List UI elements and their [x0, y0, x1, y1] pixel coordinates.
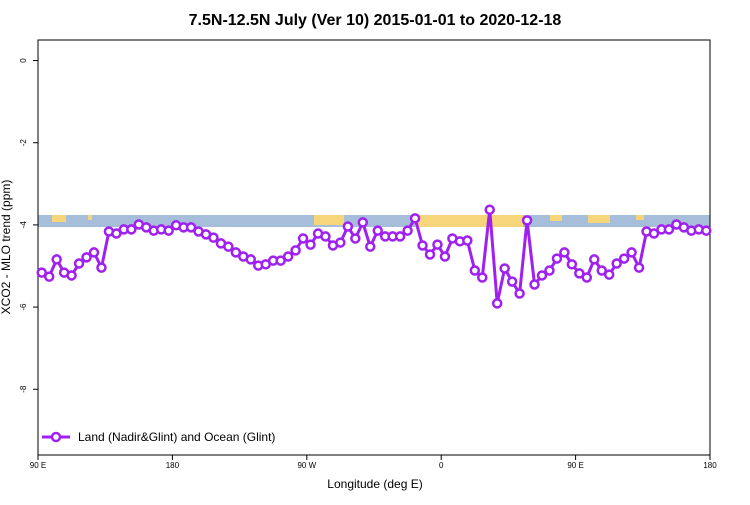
data-point	[462, 235, 473, 246]
data-point	[96, 262, 107, 273]
data-point	[402, 225, 413, 236]
data-point	[409, 213, 421, 224]
y-tick-label: -2	[19, 139, 28, 147]
legend-label: Land (Nadir&Glint) and Ocean (Glint)	[78, 430, 275, 444]
data-point	[51, 254, 62, 265]
data-point	[596, 265, 607, 276]
land-patch	[415, 215, 523, 227]
data-point	[350, 233, 361, 244]
plot-frame	[37, 39, 711, 456]
data-point	[633, 262, 645, 273]
x-axis-label: Longitude (deg E)	[327, 477, 422, 491]
data-point	[432, 239, 443, 250]
data-point	[611, 258, 622, 269]
data-point	[491, 298, 503, 309]
y-tick-label: 0	[19, 58, 28, 63]
data-point	[536, 270, 548, 281]
data-point	[521, 215, 533, 226]
land-patch	[52, 215, 66, 222]
data-point	[394, 231, 406, 242]
data-point	[357, 217, 369, 228]
data-point	[506, 276, 518, 287]
data-point	[297, 233, 309, 244]
legend-item: Land (Nadir&Glint) and Ocean (Glint)	[42, 430, 275, 444]
data-point	[290, 245, 301, 256]
data-point	[544, 265, 555, 276]
data-point	[282, 251, 294, 262]
data-point	[372, 225, 383, 236]
data-point	[88, 247, 100, 258]
data-point	[589, 254, 600, 265]
data-point	[335, 237, 346, 248]
data-point	[529, 279, 540, 290]
data-point	[36, 267, 47, 278]
data-point	[320, 231, 331, 242]
x-tick-label: 0	[439, 461, 444, 470]
data-point	[365, 241, 376, 252]
x-tick-label: 180	[166, 461, 180, 470]
x-tick-label: 180	[703, 461, 717, 470]
data-point	[73, 258, 85, 269]
y-tick-label: -6	[19, 303, 28, 311]
data-point	[163, 225, 174, 236]
data-point	[603, 269, 615, 280]
data-point	[66, 270, 77, 281]
data-point	[618, 253, 630, 264]
data-point	[559, 247, 570, 258]
data-point	[469, 265, 481, 276]
data-point	[514, 288, 525, 299]
data-point	[477, 272, 488, 283]
data-point	[126, 224, 137, 235]
data-point	[566, 259, 578, 270]
x-tick-label: 90 W	[297, 461, 316, 470]
data-point	[581, 272, 593, 283]
legend-marker	[50, 431, 62, 443]
data-point	[499, 263, 510, 274]
data-point	[81, 252, 92, 263]
data-point	[230, 247, 242, 258]
land-patch	[636, 215, 644, 220]
data-point	[223, 241, 234, 252]
y-axis-label: XCO2 - MLO trend (ppm)	[0, 180, 13, 315]
land-patch	[314, 215, 344, 225]
data-point	[275, 255, 286, 266]
data-point	[185, 222, 197, 233]
data-point	[111, 228, 122, 239]
data-point	[305, 239, 316, 250]
data-point	[245, 254, 257, 265]
y-tick-label: -4	[19, 221, 28, 229]
y-tick-label: -8	[19, 385, 28, 393]
land-patch	[588, 215, 610, 223]
data-point	[663, 224, 675, 235]
data-point	[424, 249, 436, 260]
land-patch	[550, 215, 562, 221]
data-point	[701, 225, 712, 236]
data-point	[43, 271, 55, 282]
x-tick-label: 90 E	[30, 461, 46, 470]
data-point	[626, 247, 637, 258]
data-point	[648, 228, 660, 239]
ocean-band	[38, 215, 710, 227]
map-strip	[38, 215, 710, 227]
chart-title: 7.5N-12.5N July (Ver 10) 2015-01-01 to 2…	[189, 12, 562, 29]
data-point	[574, 268, 585, 279]
x-tick-label: 90 E	[567, 461, 583, 470]
land-patch	[88, 215, 92, 220]
data-point	[551, 253, 563, 264]
data-point	[342, 221, 354, 232]
data-point	[439, 251, 451, 262]
data-point	[417, 240, 428, 251]
data-point	[484, 204, 495, 215]
data-point	[208, 232, 219, 243]
